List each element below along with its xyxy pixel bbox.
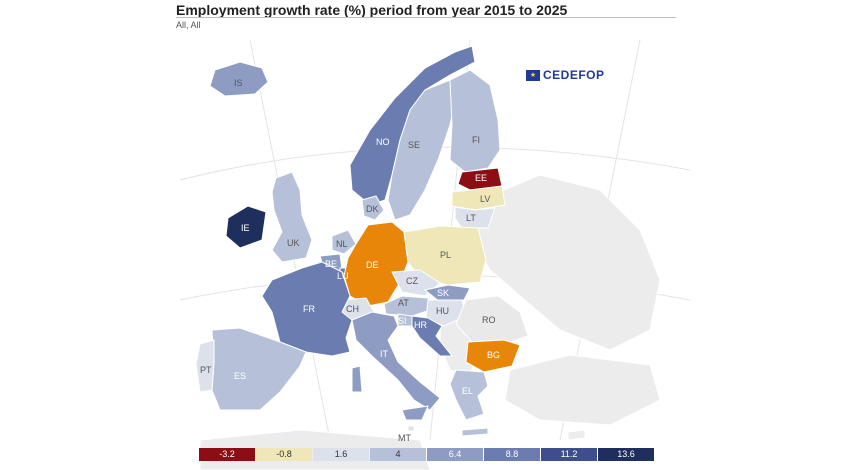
label-HU: HU <box>436 306 449 316</box>
label-NO: NO <box>376 137 390 147</box>
label-PT: PT <box>200 365 212 375</box>
eastern-europe-land <box>469 174 661 351</box>
country-labels: IS NO SE FI EE LV LT DK IE UK NL BE LU D… <box>200 78 500 443</box>
country-crete <box>461 427 489 437</box>
country-IT <box>351 311 441 411</box>
country-IE <box>225 205 267 249</box>
country-BG <box>465 339 521 373</box>
country-DK <box>361 195 385 221</box>
label-MT: MT <box>398 433 411 443</box>
label-IS: IS <box>234 78 243 88</box>
label-HR: HR <box>414 320 427 330</box>
cedefop-logo: ★ CEDEFOP <box>526 68 605 82</box>
country-LT <box>454 206 496 229</box>
legend-item: 8.8 <box>484 448 540 461</box>
legend-item: 4 <box>370 448 426 461</box>
country-HU <box>425 299 467 327</box>
label-FR: FR <box>303 304 315 314</box>
country-LV <box>451 185 506 211</box>
label-UK: UK <box>287 238 300 248</box>
countries <box>195 45 529 437</box>
legend-item: 6.4 <box>427 448 483 461</box>
label-EE: EE <box>475 173 487 183</box>
country-FI <box>449 69 501 173</box>
label-LV: LV <box>480 194 490 204</box>
label-BG: BG <box>487 350 500 360</box>
country-HR <box>411 315 454 357</box>
eu-flag-icon: ★ <box>526 69 540 81</box>
color-legend: -3.2 -0.8 1.6 4 6.4 8.8 11.2 13.6 <box>199 448 655 461</box>
cyprus-land <box>567 429 586 441</box>
label-SI: SI <box>398 316 407 326</box>
chart-title: Employment growth rate (%) period from y… <box>176 2 568 18</box>
country-sardinia <box>351 365 363 393</box>
label-DK: DK <box>366 204 379 214</box>
turkey-land <box>504 354 661 426</box>
label-ES: ES <box>234 371 246 381</box>
label-CZ: CZ <box>406 276 418 286</box>
legend-item: -3.2 <box>199 448 255 461</box>
label-EL: EL <box>462 386 473 396</box>
label-IT: IT <box>380 349 389 359</box>
label-LU: LU <box>337 271 349 281</box>
logo-text: CEDEFOP <box>543 68 605 82</box>
label-NL: NL <box>336 239 348 249</box>
country-PT <box>195 339 215 393</box>
title-divider <box>176 17 676 18</box>
label-RO: RO <box>482 315 496 325</box>
country-SE <box>387 79 456 221</box>
country-NL <box>331 229 357 255</box>
country-sicily <box>401 405 429 421</box>
legend-item: 11.2 <box>541 448 597 461</box>
country-FR <box>261 261 353 357</box>
label-LT: LT <box>466 213 476 223</box>
legend-item: 1.6 <box>313 448 369 461</box>
country-EL <box>449 369 489 421</box>
country-IS <box>209 61 269 97</box>
label-BE: BE <box>325 259 337 269</box>
label-IE: IE <box>241 223 250 233</box>
country-DE <box>343 221 409 307</box>
label-SK: SK <box>437 288 449 298</box>
label-CH: CH <box>346 304 359 314</box>
country-MT <box>407 425 415 432</box>
label-FI: FI <box>472 135 480 145</box>
country-UK <box>271 171 313 263</box>
legend-item: 13.6 <box>598 448 654 461</box>
chart-subtitle: All, All <box>176 20 201 30</box>
label-SE: SE <box>408 140 420 150</box>
legend-item: -0.8 <box>256 448 312 461</box>
label-AT: AT <box>398 298 409 308</box>
country-RO <box>455 295 529 345</box>
country-PL <box>403 225 487 286</box>
label-DE: DE <box>366 260 379 270</box>
label-PL: PL <box>440 250 451 260</box>
